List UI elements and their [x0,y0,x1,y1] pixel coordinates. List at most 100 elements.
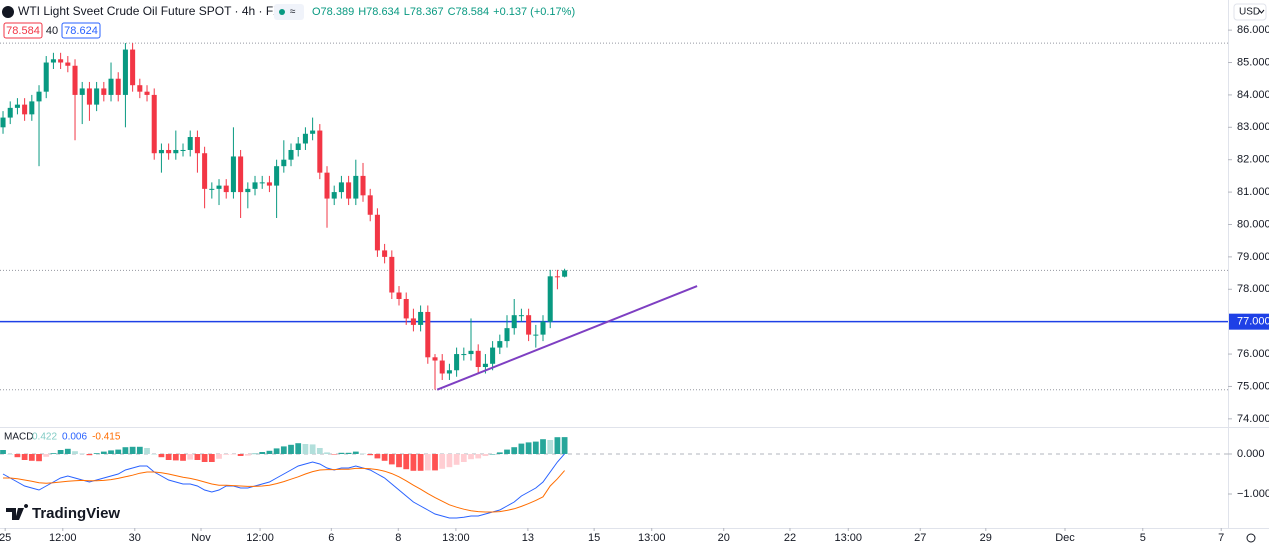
histogram-bar [216,454,222,459]
x-tick-label: 6 [328,532,334,544]
macd-line [2,453,565,519]
candle-body [562,270,568,277]
ohlc-value: H78.634 [358,6,400,18]
candle-body [504,328,510,342]
histogram-bar [525,442,532,454]
candle-body [288,149,294,160]
histogram-bar [244,454,251,456]
y-tick-label: 0.000 [1237,448,1265,460]
x-tick-label: Nov [191,532,211,544]
candle-body [360,175,366,196]
histogram-bar [21,454,28,460]
candle-body [180,149,186,151]
ohlc-value: C78.584 [448,6,490,18]
candle-body [151,94,157,154]
histogram-bar [108,450,114,454]
x-tick-label: 8 [395,532,401,544]
x-tick-label: 7 [1218,532,1224,544]
y-tick-label: 86.000 [1237,24,1269,36]
histogram-bar [489,454,496,455]
x-tick-label: 29 [980,532,992,544]
y-tick-label: 83.000 [1237,121,1269,133]
currency: USD [1239,7,1260,18]
brand-name: TradingView [32,505,120,522]
candle-body [209,188,215,190]
candle-body [94,88,100,105]
candle-body [230,156,236,193]
candle-body [389,256,395,293]
histogram-bar [115,449,122,454]
candle-body [446,370,452,374]
candle-body [367,195,373,215]
histogram-bar [381,454,388,461]
y-tick-label: 76.000 [1237,348,1269,360]
candle-body [259,182,265,184]
candle-body [547,276,553,322]
histogram-bar [561,437,568,454]
x-tick-label: 5 [1140,532,1146,544]
candle-body [302,133,308,144]
candle-body [86,88,92,105]
candle-body [101,88,107,95]
histogram-bar [540,439,546,454]
bid-box[interactable] [3,22,43,39]
ohlc-legend: O78.389 H78.634 L78.367 C78.584 +0.137 (+0.1… [312,6,575,18]
histogram-bar [237,454,244,456]
histogram-bar [223,454,230,455]
ohlc-value: L78.367 [404,6,444,18]
x-tick-label: 13 [522,532,534,544]
y-tick-label: 79.000 [1237,251,1269,263]
candle-body [346,182,352,199]
histogram-bar [309,444,316,454]
candle-body [468,350,474,355]
candle-body [115,78,121,95]
histogram-bar [43,454,50,457]
histogram-bar [518,443,525,454]
indicator-value: -0.415 [92,432,121,443]
histogram-bar [446,454,453,468]
histogram-bar [504,449,510,454]
dropdown-arrow [1258,9,1265,14]
settings-icon[interactable] [1246,533,1256,543]
ohlc-value: +0.137 (+0.17%) [493,6,575,18]
symbol-icon [2,6,14,18]
y-tick-label: 78.000 [1237,283,1269,295]
histogram-bar [57,450,64,454]
candle-body [65,62,71,66]
currency-select[interactable] [1233,3,1267,21]
ohlc-value: O78.389 [312,6,354,18]
histogram-bar [28,454,35,461]
candle-body [554,276,560,278]
histogram-bar [172,454,179,461]
histogram-bar [432,454,438,471]
histogram-bar [453,454,460,465]
candle-body [137,85,143,92]
y-tick-label: 80.000 [1237,218,1269,230]
status-dot [279,9,285,15]
histogram-bar [482,454,489,456]
candle-body [533,334,539,336]
histogram-bar [180,454,186,461]
candle-body [238,156,244,193]
spread: 40 [46,25,58,37]
candle-body [410,318,416,325]
histogram-bar [14,454,21,458]
histogram-bar [367,454,374,456]
y-tick-label: −1.000 [1237,488,1269,500]
indicator-toggle[interactable] [274,4,304,20]
histogram-bar [0,450,6,454]
y-tick-label: 82.000 [1237,154,1269,166]
histogram-bar [266,450,273,454]
symbol-title: WTI Light Sveet Crude Oil Future SPOT · … [18,4,281,18]
bid-price: 78.584 [6,25,40,37]
x-tick-label: Dec [1055,532,1075,544]
histogram-bar [554,437,561,454]
candle-body [310,130,316,134]
trend-line [436,285,698,391]
status-icon: ≈ [290,7,296,18]
x-tick-label: 13:00 [835,532,863,544]
y-tick-label: 85.000 [1237,56,1269,68]
ask-box[interactable] [61,22,101,39]
candle-body [295,143,301,150]
